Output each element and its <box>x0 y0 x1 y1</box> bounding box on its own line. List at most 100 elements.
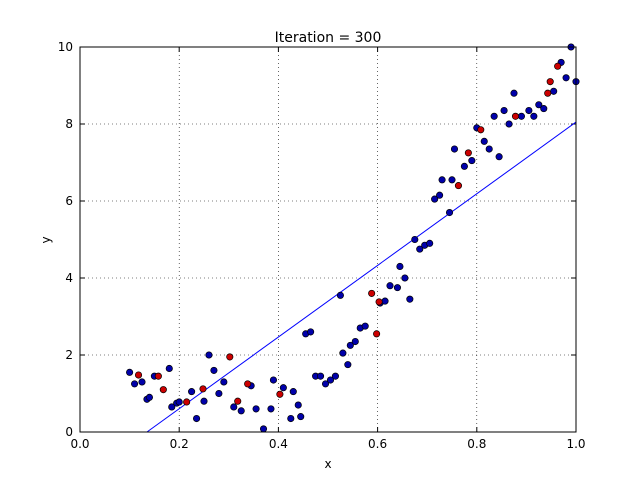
x-tick-label: 0.6 <box>368 437 387 451</box>
data-point-blue <box>145 393 153 401</box>
data-point-blue <box>307 328 315 336</box>
x-tick-label: 0.0 <box>70 437 89 451</box>
data-point-red <box>375 298 383 306</box>
y-tick-label: 4 <box>65 271 73 285</box>
x-axis-label: x <box>324 457 331 471</box>
data-point-blue <box>468 157 476 165</box>
data-point-blue <box>431 195 439 203</box>
data-point-blue <box>490 112 498 120</box>
data-point-red <box>199 385 207 393</box>
grid-lines <box>80 47 576 432</box>
data-point-blue <box>165 364 173 373</box>
data-point-blue <box>215 389 223 398</box>
data-point-blue <box>426 239 434 247</box>
data-point-blue <box>480 137 488 145</box>
y-tick-label: 0 <box>65 425 73 439</box>
data-point-blue <box>361 322 369 330</box>
data-point-blue <box>279 384 287 392</box>
data-point-blue <box>448 176 456 184</box>
data-point-red <box>511 112 520 120</box>
data-point-blue <box>485 145 493 153</box>
data-point-red <box>134 371 143 379</box>
data-point-blue <box>252 405 260 413</box>
data-point-blue <box>510 89 518 97</box>
data-point-blue <box>230 403 238 411</box>
data-point-blue <box>205 351 213 359</box>
data-point-blue <box>138 378 146 386</box>
data-point-blue <box>220 378 228 386</box>
data-point-blue <box>525 106 533 115</box>
data-point-blue <box>562 74 570 82</box>
data-point-blue <box>351 337 359 346</box>
data-point-blue <box>339 349 347 357</box>
data-point-blue <box>438 176 446 184</box>
data-point-red <box>464 149 472 157</box>
data-point-blue <box>540 105 548 113</box>
x-tick-label: 0.4 <box>269 437 288 451</box>
plot-frame <box>79 46 577 433</box>
data-point-blue <box>326 376 335 384</box>
data-point-blue <box>331 372 339 380</box>
data-point-blue <box>381 297 389 305</box>
data-point-red <box>159 386 167 394</box>
data-point-blue <box>386 282 394 290</box>
data-point-blue <box>287 414 295 423</box>
data-point-blue <box>269 376 277 384</box>
data-point-red <box>546 78 554 86</box>
data-point-blue <box>393 284 401 292</box>
data-point-red <box>183 398 191 406</box>
data-point-blue <box>237 407 245 415</box>
data-point-blue <box>460 162 468 170</box>
y-tick-label: 2 <box>65 348 73 362</box>
x-tick-label: 0.2 <box>170 437 189 451</box>
data-point-red <box>454 182 462 190</box>
data-point-red <box>554 62 562 70</box>
data-point-blue <box>321 380 330 388</box>
data-point-blue <box>535 101 543 109</box>
axis-ticks: 0.0 0.2 0.4 0.6 0.8 1.0 0 2 4 6 8 10 <box>58 40 586 451</box>
data-point-red <box>244 380 252 388</box>
data-point-blue <box>188 388 196 396</box>
y-tick-label: 10 <box>58 40 73 54</box>
data-point-blue <box>406 295 414 303</box>
data-point-red <box>234 397 242 405</box>
data-point-red <box>154 372 162 380</box>
data-point-blue <box>344 361 352 369</box>
data-point-blue <box>401 274 409 282</box>
data-point-blue <box>210 366 218 374</box>
data-point-blue <box>495 153 503 161</box>
data-point-blue <box>411 235 419 244</box>
x-tick-label: 0.8 <box>467 437 486 451</box>
data-point-blue <box>131 380 139 388</box>
data-point-blue <box>500 106 508 115</box>
data-point-blue <box>346 341 354 349</box>
chart-title: Iteration = 300 <box>275 30 382 46</box>
data-point-blue <box>168 403 176 411</box>
data-point-blue <box>200 397 208 405</box>
data-point-blue <box>336 291 344 299</box>
data-point-red <box>226 353 234 361</box>
x-tick-label: 1.0 <box>566 437 585 451</box>
data-point-blue <box>259 425 268 433</box>
data-point-blue <box>126 368 134 376</box>
data-point-red <box>373 330 381 338</box>
data-point-blue <box>450 145 459 153</box>
data-point-blue <box>289 388 297 396</box>
data-point-blue <box>317 372 325 380</box>
scatter-points <box>126 43 580 433</box>
data-point-blue <box>530 112 538 120</box>
y-tick-label: 8 <box>65 117 73 131</box>
data-point-blue <box>436 191 444 199</box>
fit-line-layer <box>146 121 577 433</box>
data-point-blue <box>267 405 275 413</box>
y-tick-label: 6 <box>65 194 73 208</box>
data-point-blue <box>445 209 454 217</box>
data-point-red <box>368 289 376 297</box>
data-point-blue <box>396 262 404 271</box>
data-point-red <box>276 390 284 398</box>
data-point-blue <box>505 120 513 128</box>
data-point-blue <box>297 413 305 421</box>
y-axis-label: y <box>39 236 53 243</box>
